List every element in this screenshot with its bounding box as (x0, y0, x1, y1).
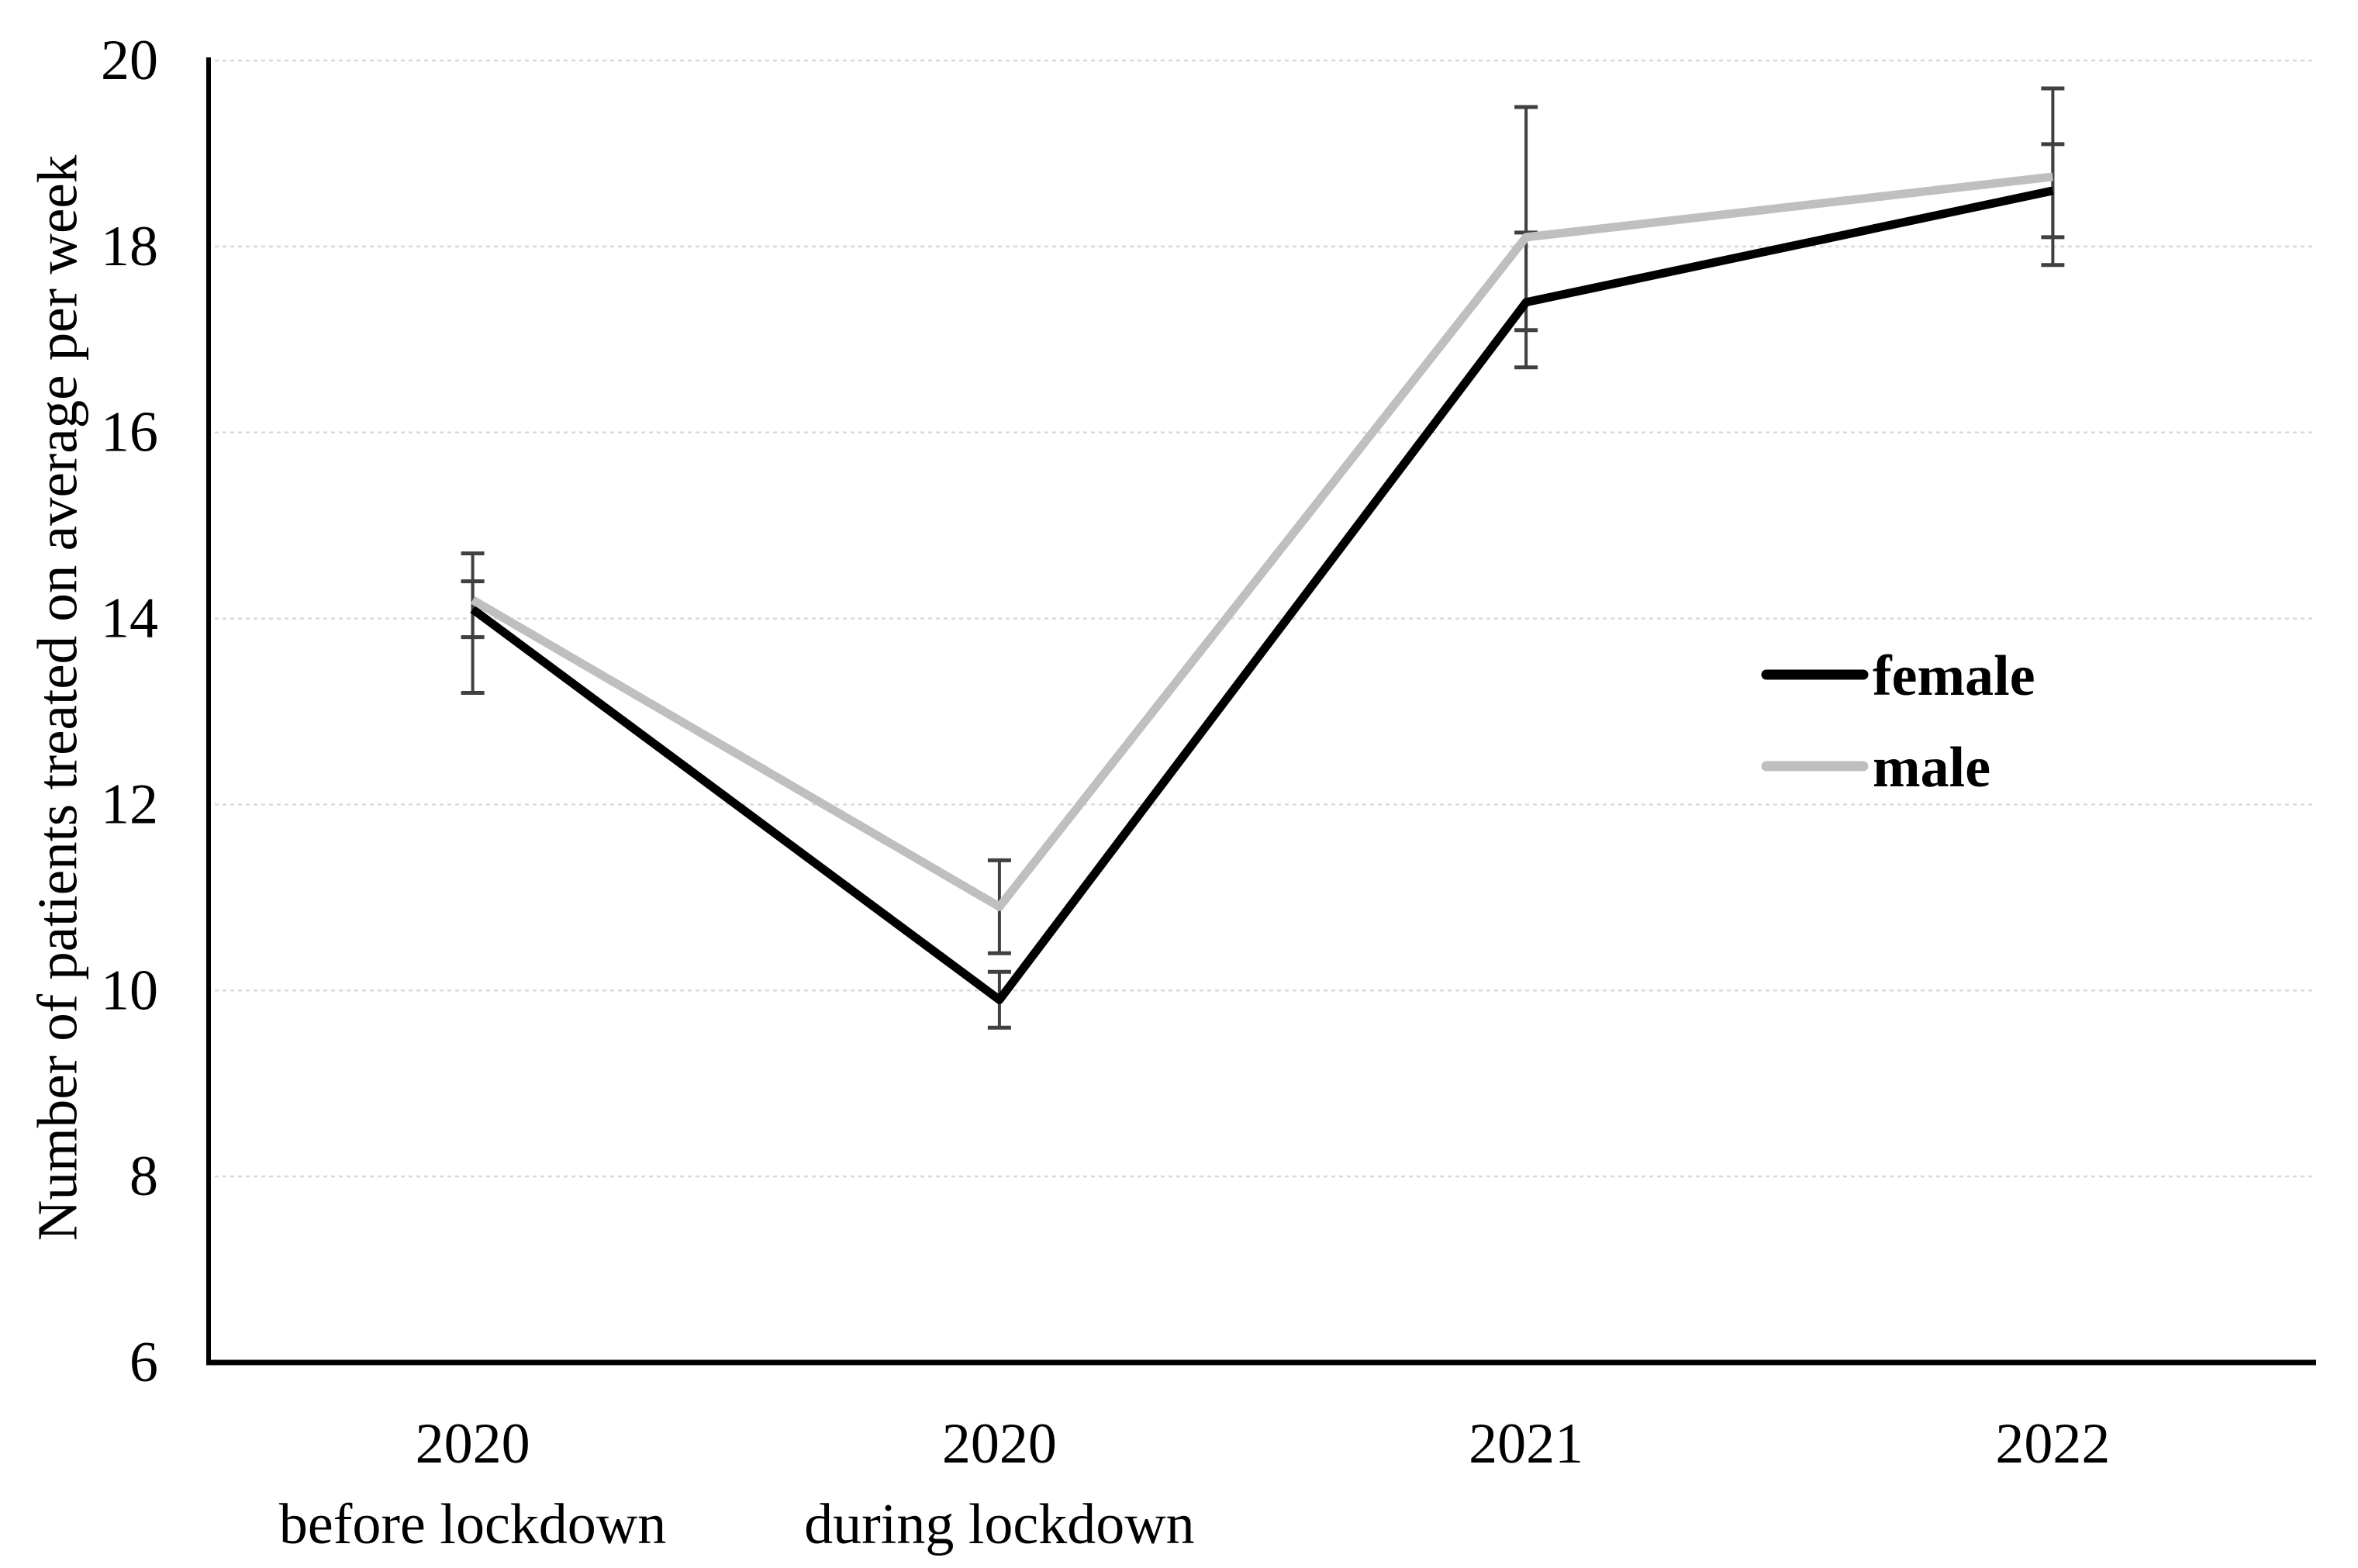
series-lines (470, 172, 2054, 1004)
y-tick-labels: 6 8 10 12 14 16 18 20 (101, 29, 158, 1394)
x-tick-label-year: 2020 (942, 1412, 1057, 1476)
series-line-female (470, 186, 2054, 1004)
x-tick-label-sub: before lockdown (279, 1493, 666, 1556)
y-tick-label: 18 (101, 215, 158, 278)
series-line-male (470, 172, 2054, 911)
y-tick-label: 10 (101, 958, 158, 1022)
y-axis-title: Number of patients treated on average pe… (26, 154, 89, 1241)
y-tick-label: 8 (129, 1145, 158, 1208)
y-tick-label: 20 (101, 29, 158, 92)
legend: female male (1761, 644, 2035, 800)
error-bars (461, 86, 2065, 1030)
y-tick-label: 12 (101, 772, 158, 836)
gridlines (207, 59, 2316, 1178)
x-tick-label-sub: during lockdown (804, 1493, 1195, 1556)
x-tick-label-year: 2020 (416, 1412, 530, 1476)
y-tick-label: 14 (101, 587, 158, 651)
y-tick-label: 6 (129, 1331, 158, 1394)
y-tick-label: 16 (101, 401, 158, 465)
x-tick-labels: 2020 before lockdown 2020 during lockdown 20… (279, 1412, 2110, 1556)
legend-label-male: male (1873, 736, 1990, 800)
axes (206, 57, 2316, 1366)
x-tick-label-year: 2021 (1469, 1412, 1583, 1476)
y-axis-title: Number of patients treated on average pe… (26, 154, 89, 1241)
legend-label-female: female (1873, 644, 2035, 708)
x-tick-label-year: 2022 (1995, 1412, 2110, 1476)
